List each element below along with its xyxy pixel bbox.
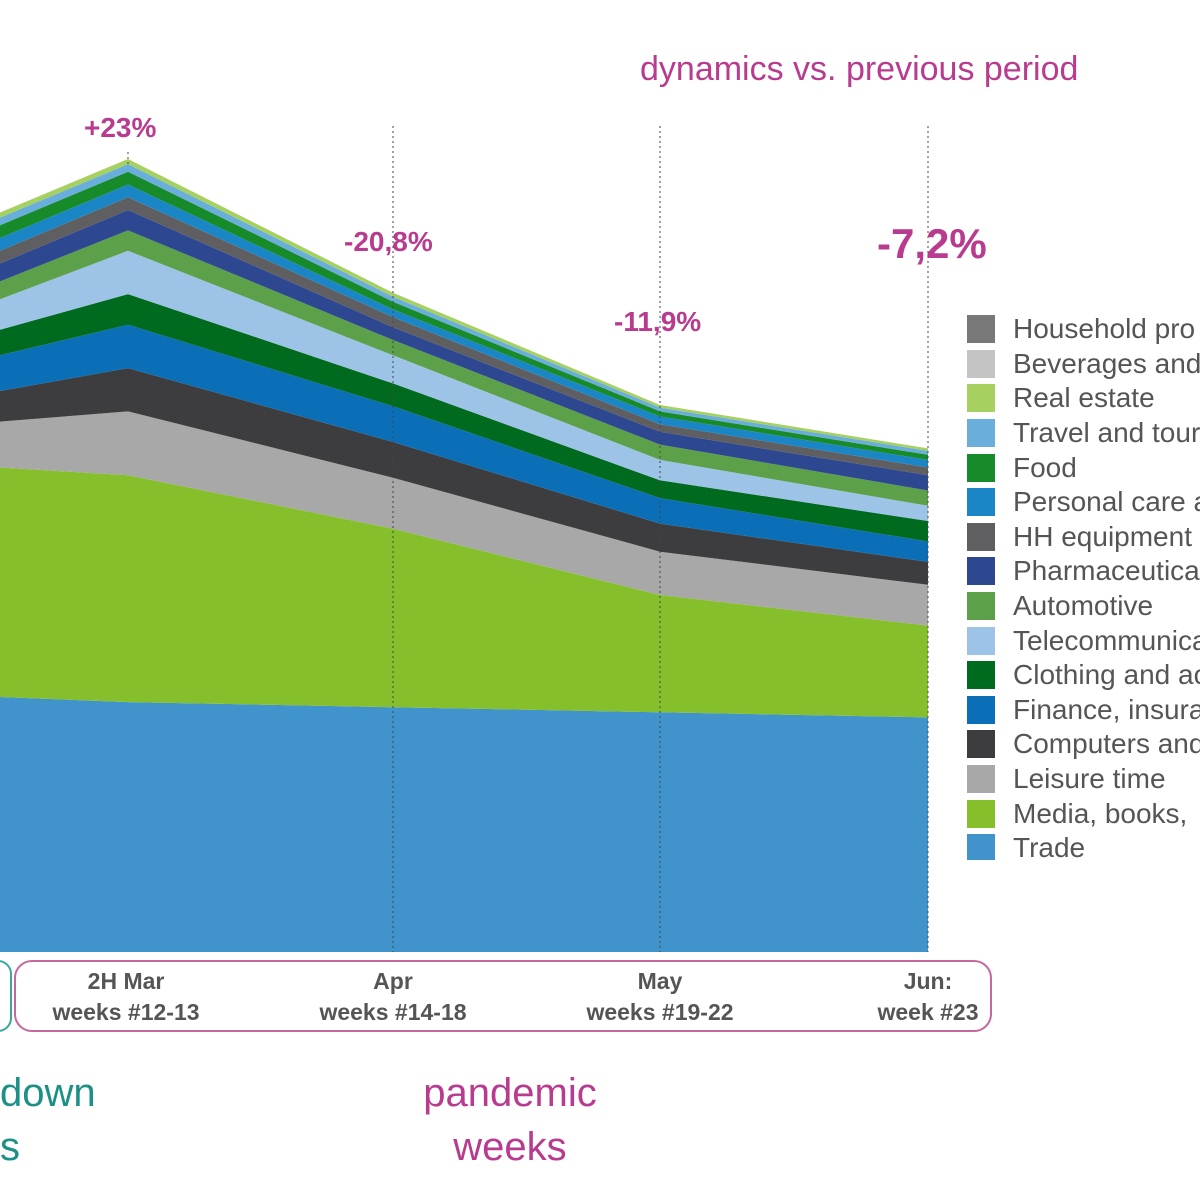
legend-swatch — [967, 730, 995, 759]
legend-item: Clothing and ac — [967, 658, 1200, 693]
legend-label: HH equipment — [1013, 520, 1192, 552]
legend-swatch — [967, 592, 995, 621]
dynamics-label-apr: -20,8% — [344, 226, 433, 257]
legend-item: Beverages and — [967, 347, 1200, 382]
legend-label: Personal care a — [1013, 486, 1200, 518]
lockdown-caption: down s — [0, 1071, 96, 1169]
area-series-finance-insura — [0, 324, 928, 562]
legend: Household pro Beverages and Real estate Tra… — [967, 312, 1200, 860]
legend-swatch — [967, 799, 995, 828]
legend-swatch — [967, 349, 995, 378]
legend-label: Finance, insura — [1013, 693, 1200, 725]
area-series-trade — [0, 697, 928, 952]
area-series-pharmaceutica — [0, 210, 928, 491]
legend-swatch — [967, 765, 995, 794]
legend-swatch — [967, 695, 995, 724]
legend-item: Personal care a — [967, 485, 1200, 520]
x-tick-label-may: May weeks #19-22 — [586, 968, 734, 1025]
legend-item: Finance, insura — [967, 693, 1200, 728]
pandemic-period-box — [14, 960, 992, 1032]
legend-item: Automotive — [967, 589, 1200, 624]
legend-label: Telecommunica — [1013, 624, 1200, 656]
legend-swatch — [967, 419, 995, 448]
lockdown-period-box — [0, 960, 12, 1032]
legend-label: Real estate — [1013, 382, 1155, 414]
legend-swatch — [967, 834, 995, 860]
area-series-computers-and — [0, 368, 928, 585]
legend-label: Computers and — [1013, 728, 1200, 760]
legend-clip: Household pro Beverages and Real estate Tra… — [960, 300, 1200, 860]
x-tick-label-apr: Apr weeks #14-18 — [319, 968, 467, 1025]
legend-item: HH equipment — [967, 520, 1200, 555]
legend-item: Real estate — [967, 381, 1200, 416]
legend-item: Trade — [967, 831, 1200, 860]
legend-swatch — [967, 661, 995, 690]
legend-item: Household pro — [967, 312, 1200, 347]
chart-title: dynamics vs. previous period — [640, 50, 1079, 88]
legend-label: Automotive — [1013, 590, 1154, 622]
legend-item: Computers and — [967, 727, 1200, 762]
legend-swatch — [967, 384, 995, 413]
dynamics-label-mar: +23% — [84, 112, 157, 143]
legend-swatch — [967, 626, 995, 655]
legend-item: Food — [967, 450, 1200, 485]
legend-item: Leisure time — [967, 762, 1200, 797]
area-series-leisure-time — [0, 411, 928, 626]
pandemic-caption: pandemic weeks — [423, 1071, 597, 1169]
dynamics-label-may: -11,9% — [614, 306, 702, 337]
legend-label: Clothing and ac — [1013, 659, 1200, 691]
legend-label: Leisure time — [1013, 763, 1166, 795]
legend-item: Telecommunica — [967, 623, 1200, 658]
area-series-telecommunica — [0, 250, 928, 522]
legend-label: Household pro — [1013, 313, 1196, 345]
legend-swatch — [967, 453, 995, 482]
area-series-media-books — [0, 467, 928, 718]
legend-swatch — [967, 557, 995, 586]
legend-swatch — [967, 488, 995, 517]
legend-swatch — [967, 315, 995, 344]
x-tick-label-jun: Jun: week #23 — [877, 968, 979, 1025]
legend-label: Beverages and — [1013, 347, 1200, 379]
legend-label: Media, books, — [1013, 797, 1188, 829]
area-series-automotive — [0, 230, 928, 506]
legend-item: Pharmaceutica — [967, 554, 1200, 589]
legend-item: Media, books, — [967, 796, 1200, 831]
legend-label: Travel and tour — [1013, 417, 1200, 449]
legend-swatch — [967, 522, 995, 551]
x-tick-label-mar: 2H Mar weeks #12-13 — [52, 968, 200, 1025]
dynamics-label-jun: -7,2% — [877, 220, 987, 267]
legend-item: Travel and tour — [967, 416, 1200, 451]
legend-label: Pharmaceutica — [1013, 555, 1200, 587]
legend-label: Trade — [1013, 832, 1086, 860]
legend-label: Food — [1013, 451, 1077, 483]
area-series-clothing-and-ac — [0, 294, 928, 542]
